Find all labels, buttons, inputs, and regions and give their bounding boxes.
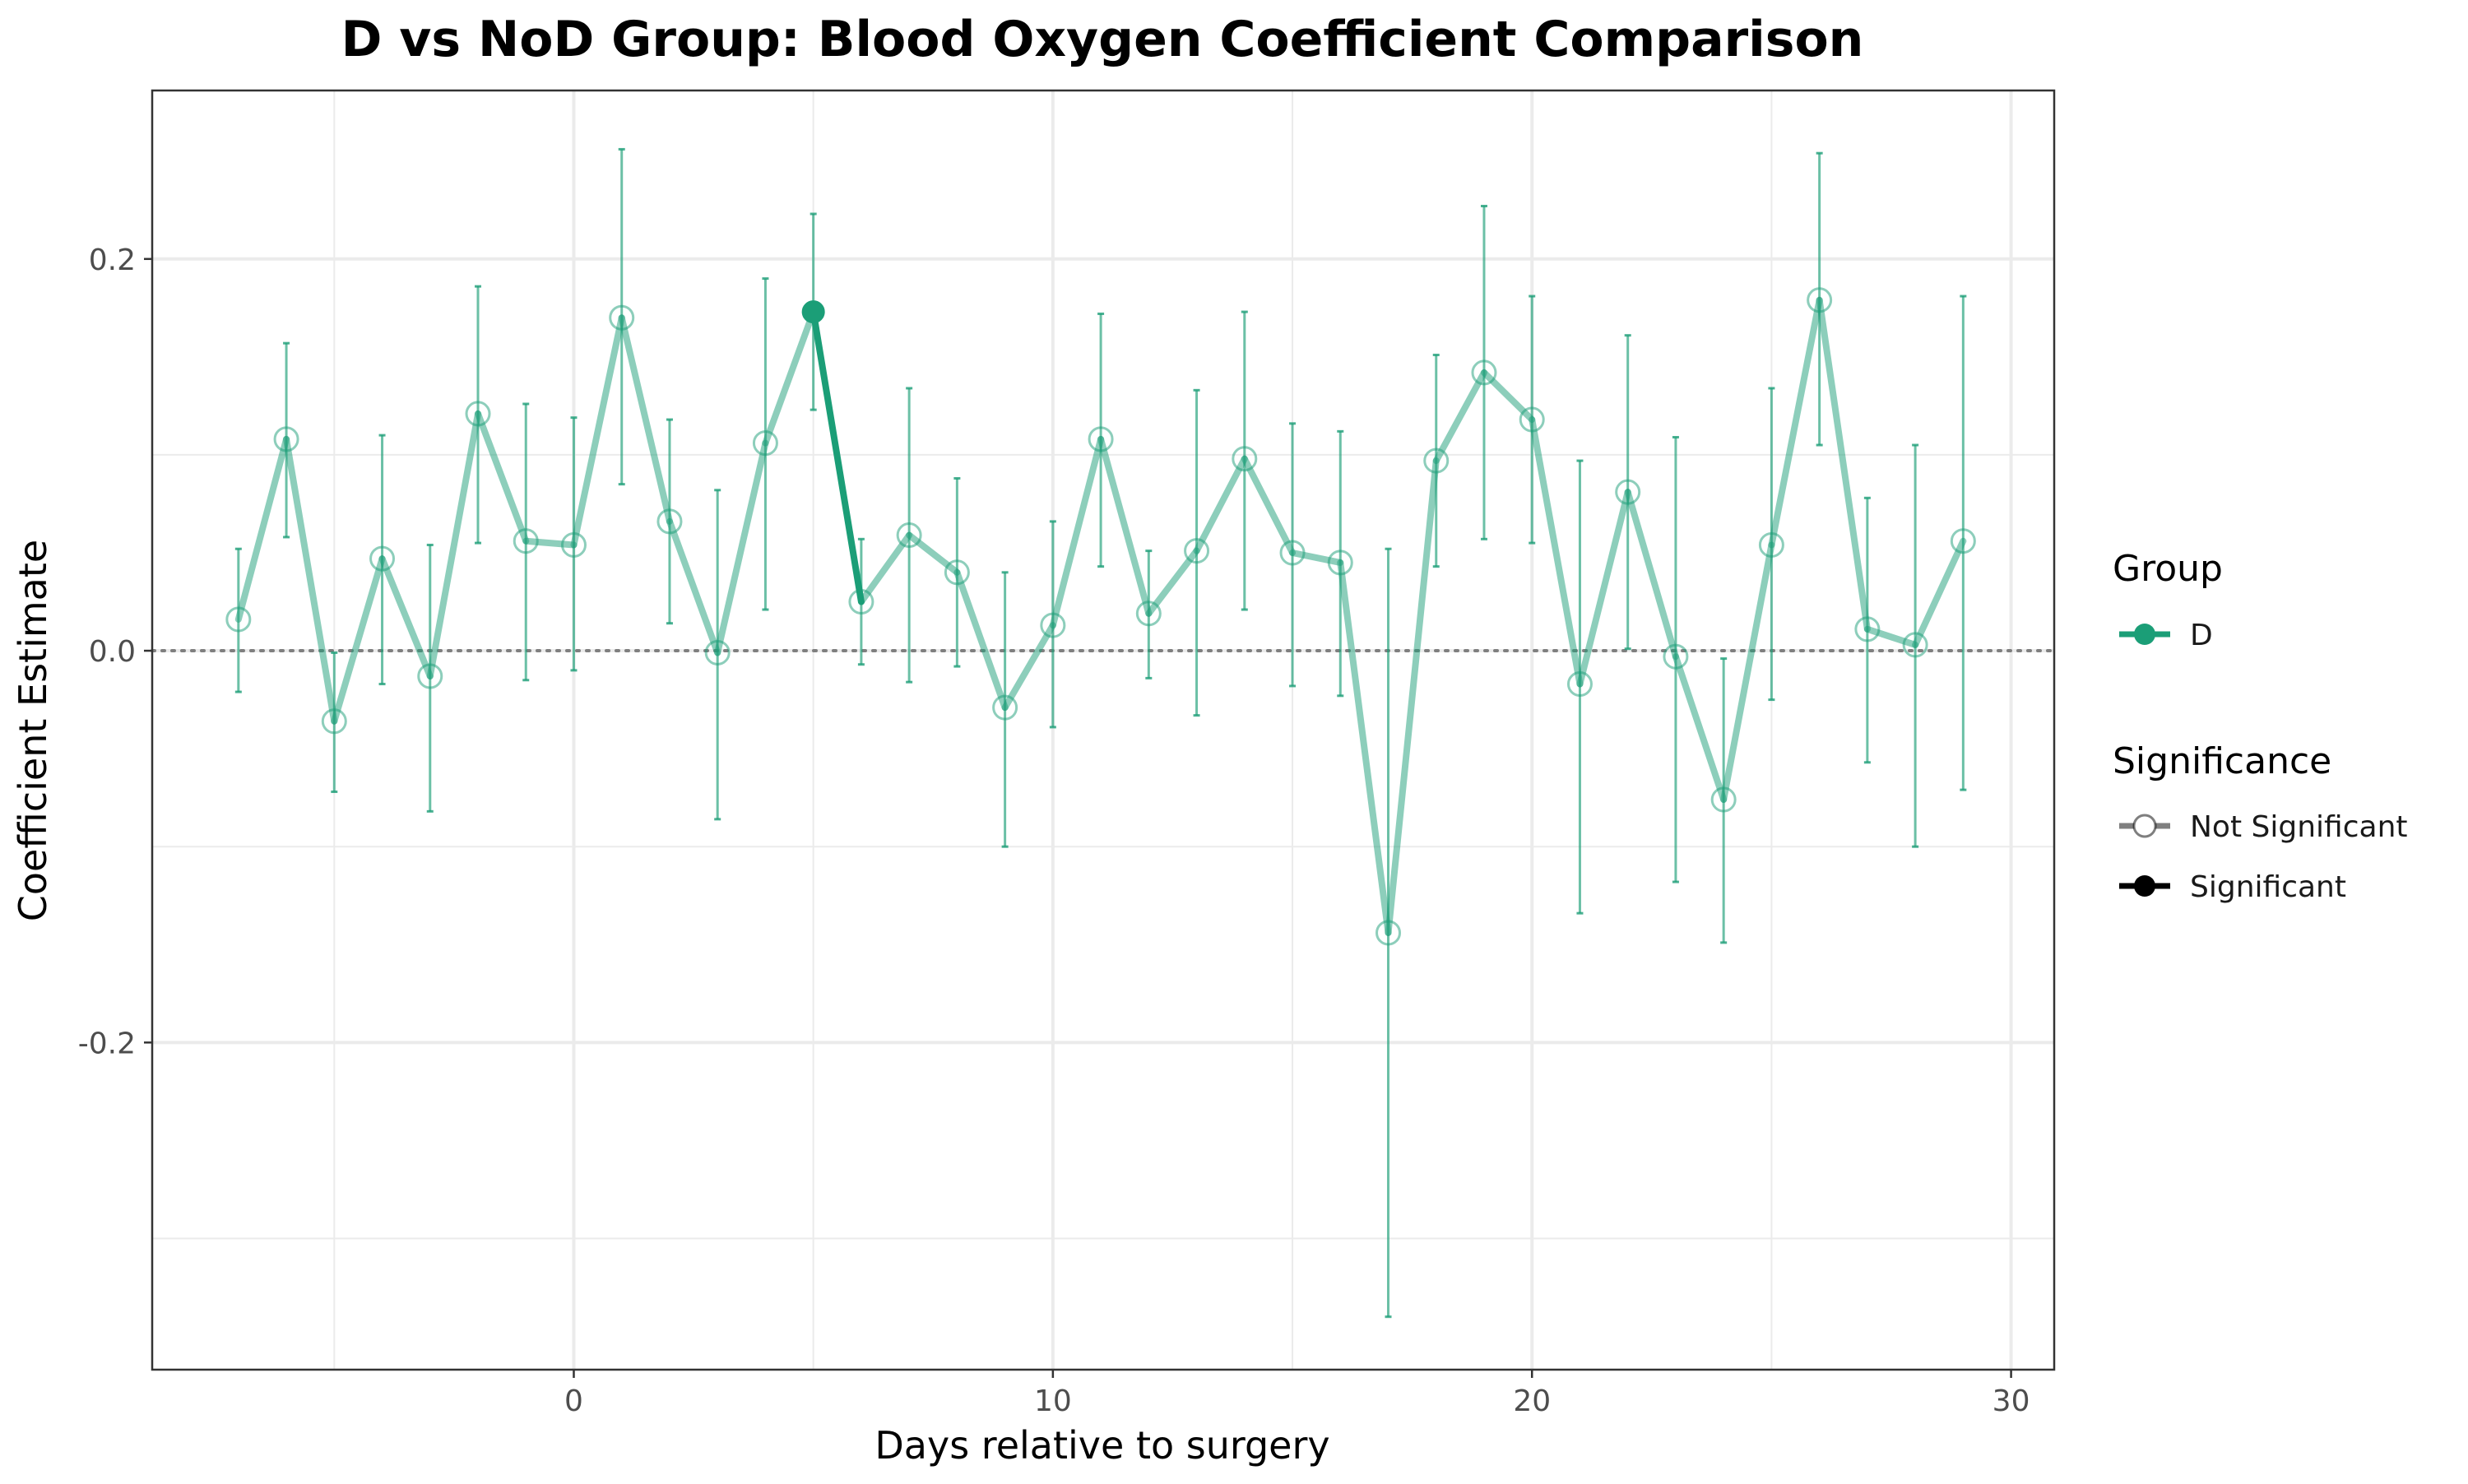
legend-group-title: Group xyxy=(2113,548,2223,590)
line-segment xyxy=(426,410,482,680)
y-tick-label: 0.0 xyxy=(89,635,136,669)
line-segment xyxy=(1049,435,1105,629)
line-segment xyxy=(522,537,578,549)
line-segment xyxy=(1912,537,1967,648)
data-point xyxy=(369,545,396,572)
x-tick-label: 30 xyxy=(1992,1384,2030,1418)
data-point xyxy=(1375,920,1402,946)
line-segment xyxy=(1816,296,1871,633)
data-point xyxy=(1423,448,1450,474)
line-segment xyxy=(1672,653,1728,804)
line-segment xyxy=(1768,296,1823,549)
data-point xyxy=(848,589,874,615)
line-segment xyxy=(1432,369,1487,465)
x-axis: 0 10 20 30 xyxy=(564,1370,2030,1418)
data-point xyxy=(465,401,491,427)
data-point xyxy=(1758,531,1784,558)
x-tick-label: 10 xyxy=(1034,1384,1072,1418)
line-segment xyxy=(1529,416,1584,688)
line-segment xyxy=(1576,489,1631,688)
data-point xyxy=(560,531,587,558)
y-tick-label: 0.2 xyxy=(89,243,136,277)
line-segment xyxy=(570,314,625,549)
data-point xyxy=(1519,406,1545,433)
data-point xyxy=(1615,479,1641,505)
line-segment xyxy=(906,531,961,576)
line-segment xyxy=(1193,455,1248,554)
line-segment xyxy=(283,435,338,725)
data-point xyxy=(225,606,252,633)
line-segment xyxy=(1001,622,1056,712)
data-point xyxy=(1232,446,1258,472)
data-point xyxy=(752,430,778,457)
data-point xyxy=(1184,538,1210,564)
line-segment-significant xyxy=(810,308,865,605)
data-point xyxy=(1327,550,1353,576)
line-segment xyxy=(1624,489,1679,661)
line-segment xyxy=(618,314,673,525)
data-point xyxy=(1807,287,1833,313)
y-axis: -0.2 0.0 0.2 xyxy=(78,243,152,1060)
data-points xyxy=(225,287,1976,946)
line-segment xyxy=(762,308,817,447)
data-point xyxy=(1950,528,1976,554)
line-segment xyxy=(1720,541,1775,804)
data-point xyxy=(321,708,347,735)
line-segment xyxy=(1385,457,1440,936)
line-segment xyxy=(666,517,721,656)
data-point xyxy=(1663,643,1689,670)
legend-item-not-significant-label: Not Significant xyxy=(2190,810,2408,844)
line-segment xyxy=(475,410,530,545)
line-segment xyxy=(378,555,434,680)
data-point xyxy=(1710,786,1737,813)
data-point-significant xyxy=(801,300,825,324)
line-segment xyxy=(1289,549,1344,566)
line-segment xyxy=(953,568,1009,712)
data-point xyxy=(1471,359,1497,386)
line-segment xyxy=(1097,435,1153,617)
legend-keys xyxy=(2119,624,2170,897)
data-point xyxy=(1902,632,1928,658)
data-point xyxy=(1279,540,1306,566)
legend-item-d-label: D xyxy=(2190,619,2213,652)
data-point xyxy=(944,559,970,586)
line-segment xyxy=(1337,559,1392,936)
plot-panel xyxy=(152,90,2054,1370)
line-segment xyxy=(857,531,913,605)
x-axis-title: Days relative to surgery xyxy=(874,1423,1329,1468)
legend-item-significant-label: Significant xyxy=(2190,870,2346,904)
panel-border xyxy=(151,89,2056,1371)
line-segment xyxy=(234,435,290,623)
data-point xyxy=(656,508,683,535)
data-point xyxy=(1088,426,1114,452)
data-point xyxy=(513,528,539,554)
legend-key-significant-point xyxy=(2134,875,2155,897)
x-tick-label: 20 xyxy=(1513,1384,1551,1418)
line-segment xyxy=(1145,547,1200,617)
legend-key-d-point xyxy=(2134,624,2155,645)
line-segment xyxy=(1241,455,1297,556)
data-point xyxy=(1135,601,1162,627)
data-point xyxy=(273,426,299,452)
data-point xyxy=(704,639,731,665)
y-axis-title: Coefficient Estimate xyxy=(11,540,55,921)
series-line-d xyxy=(234,296,1967,936)
legend-key-not-significant-point xyxy=(2132,814,2157,838)
data-point xyxy=(896,522,922,549)
line-segment xyxy=(714,439,769,656)
data-point xyxy=(1566,671,1593,698)
data-point xyxy=(1854,616,1881,642)
data-point xyxy=(609,304,635,331)
x-tick-label: 0 xyxy=(564,1384,583,1418)
data-point xyxy=(417,663,443,689)
data-point xyxy=(1040,612,1066,638)
legend-significance-title: Significance xyxy=(2113,740,2331,782)
line-segment xyxy=(331,555,386,725)
chart-title: D vs NoD Group: Blood Oxygen Coefficient… xyxy=(341,11,1864,68)
data-point xyxy=(992,694,1018,721)
line-segment xyxy=(1863,625,1919,648)
y-tick-label: -0.2 xyxy=(78,1027,136,1060)
